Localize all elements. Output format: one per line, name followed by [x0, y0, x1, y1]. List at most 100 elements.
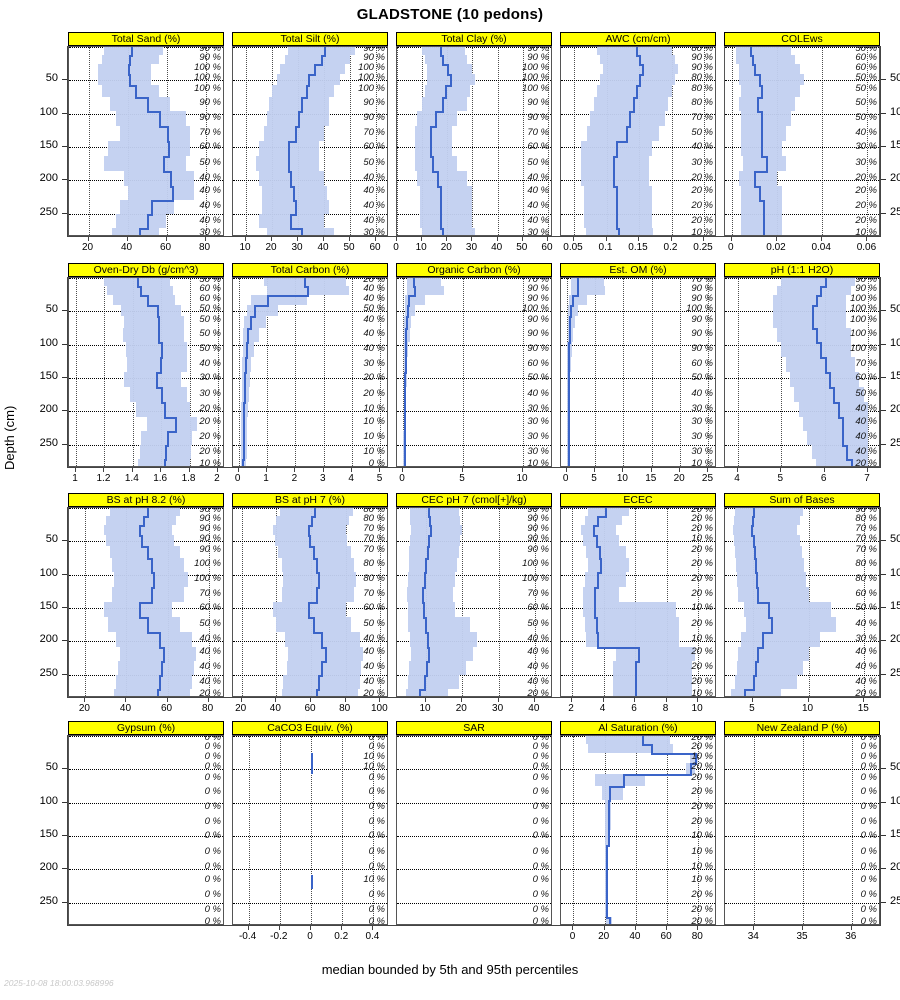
x-tick	[751, 698, 753, 702]
median-step	[242, 445, 245, 448]
horizontal-gridline	[725, 769, 879, 771]
median-line	[321, 660, 324, 676]
x-tick	[84, 698, 86, 702]
depth-label-right: 250	[890, 666, 900, 679]
median-step	[820, 285, 827, 288]
median-step	[245, 342, 250, 345]
median-line	[138, 525, 141, 535]
median-line	[761, 126, 764, 141]
x-tick-label: 20	[673, 473, 685, 484]
horizon-percent-label: 20 %	[691, 761, 713, 772]
x-tick	[247, 926, 249, 930]
vertical-gridline	[738, 278, 739, 466]
x-tick-label: 3	[319, 473, 326, 484]
median-step	[567, 445, 570, 448]
depth-tick	[62, 768, 68, 770]
median-line	[139, 227, 142, 235]
horizon-percent-label: 90 %	[527, 523, 549, 534]
x-tick-label: 1.2	[96, 473, 111, 484]
horizon-percent-label: 0 %	[532, 915, 549, 925]
vertical-gridline	[295, 278, 297, 466]
median-line	[419, 688, 422, 696]
median-line	[763, 227, 766, 235]
vertical-gridline	[822, 47, 824, 235]
percentile-band	[422, 97, 468, 112]
depth-label-left: 100	[39, 105, 58, 118]
median-step	[404, 387, 407, 389]
median-line	[426, 660, 429, 676]
depth-tick	[880, 79, 886, 81]
depth-label-left: 150	[39, 600, 58, 612]
percentile-band	[417, 111, 458, 127]
percentile-band	[737, 660, 803, 676]
percentile-band	[816, 458, 868, 466]
x-tick	[103, 468, 105, 472]
panel-total-sand: Total Sand (%) 90 % 90 % 100 % 100 % 100 % 90 …	[68, 32, 224, 236]
median-line	[316, 558, 319, 573]
x-tick-label: 30	[465, 242, 478, 253]
median-line	[606, 888, 609, 904]
horizon-percent-label: 0 %	[204, 845, 221, 857]
horizontal-gridline	[397, 802, 551, 804]
horizon-percent-label: 90 %	[691, 327, 713, 339]
percentile-band	[419, 199, 473, 215]
plot-area: 0 % 0 % 10 % 10 % 0 % 0 % 0 % 0 % 0 % 0 % 0 % 10 % 0…	[232, 735, 388, 925]
median-line	[567, 387, 570, 403]
median-step	[158, 342, 164, 345]
median-step	[763, 227, 766, 230]
median-step	[754, 171, 768, 174]
vertical-gridline	[241, 508, 243, 696]
horizontal-gridline	[233, 769, 387, 771]
panel-title: AWC (cm/cm)	[560, 32, 716, 46]
median-step	[607, 815, 610, 818]
percentile-band	[600, 74, 675, 85]
depth-tick	[62, 79, 68, 81]
horizontal-gridline	[561, 574, 715, 576]
x-tick-label: 80	[202, 703, 214, 714]
depth-label-right: 100	[890, 105, 900, 118]
x-tick	[780, 468, 782, 472]
percentile-band	[584, 617, 680, 633]
horizon-percent-label: 0 %	[860, 741, 877, 752]
median-step	[447, 74, 452, 76]
x-tick	[87, 237, 89, 241]
horizon-percent-label: 50 %	[199, 617, 221, 629]
horizon-percent-label: 70 %	[363, 544, 385, 556]
median-line	[595, 535, 598, 546]
horizon-percent-label: 40 %	[855, 675, 877, 687]
median-step	[597, 572, 603, 575]
horizon-percent-label: 50 %	[527, 617, 549, 629]
median-line	[321, 54, 324, 64]
median-line	[833, 387, 836, 403]
median-step	[161, 402, 166, 405]
median-line	[816, 328, 818, 343]
horizon-percent-label: 0 %	[532, 889, 549, 900]
horizon-percent-label: 10 %	[363, 874, 385, 886]
horizon-percent-label: 90 %	[199, 544, 221, 556]
vertical-gridline	[803, 736, 804, 924]
x-tick-label: 0.1	[598, 242, 613, 253]
depth-tick	[880, 179, 886, 181]
x-tick	[379, 698, 381, 702]
horizontal-gridline	[561, 411, 715, 413]
x-tick	[75, 468, 77, 472]
median-step	[569, 315, 573, 318]
median-step	[761, 141, 764, 143]
median-line	[157, 688, 160, 696]
median-step	[316, 572, 320, 575]
horizon-percent-label: 100 %	[358, 83, 385, 95]
horizon-percent-label: 0 %	[204, 815, 221, 827]
horizontal-gridline	[233, 344, 387, 346]
vertical-gridline	[534, 508, 536, 696]
depth-tick	[62, 410, 68, 412]
panel-al-saturation: Al Saturation (%) 20 % 20 % 10 % 20 % 20 % 20 …	[560, 721, 716, 925]
median-line	[156, 305, 159, 316]
percentile-band	[590, 111, 665, 127]
plot-area: 90 % 90 % 100 % 100 % 100 % 90 % 90 % 70 % 60 % 5…	[68, 46, 224, 236]
horizon-percent-label: 10 %	[691, 687, 713, 697]
x-tick-label: 15	[645, 473, 657, 484]
depth-tick	[62, 540, 68, 542]
percentile-band	[604, 903, 608, 917]
horizon-percent-label: 20 %	[691, 523, 713, 534]
horizon-percent-label: 40 %	[527, 646, 549, 658]
